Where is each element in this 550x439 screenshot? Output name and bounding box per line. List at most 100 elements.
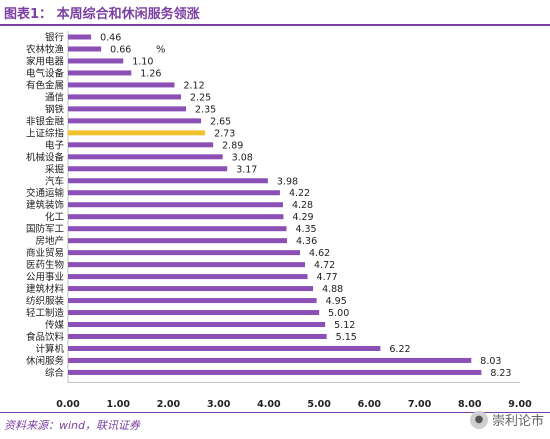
value-label: 4.29 <box>292 212 313 223</box>
source-divider <box>0 412 550 413</box>
value-label: 0.46 <box>100 33 121 44</box>
value-label: 1.10 <box>132 56 153 67</box>
bar <box>68 214 284 220</box>
bar <box>68 82 175 88</box>
bar <box>68 70 132 76</box>
value-label: 4.72 <box>314 260 335 271</box>
bar-highlight <box>68 130 206 136</box>
x-tick-label: 5.00 <box>307 399 331 410</box>
value-label: 5.00 <box>328 308 349 319</box>
category-label: 电子 <box>45 139 65 151</box>
bar <box>68 298 317 304</box>
category-label: 上证综指 <box>26 127 65 139</box>
category-label: 传媒 <box>45 319 65 331</box>
category-label: 家用电器 <box>26 55 65 67</box>
unit-label: % <box>156 44 166 55</box>
category-label: 计算机 <box>35 343 64 355</box>
category-label: 交通运输 <box>26 187 65 199</box>
value-label: 4.22 <box>289 188 310 199</box>
value-label: 8.23 <box>490 368 511 379</box>
bar <box>68 46 102 52</box>
category-label: 综合 <box>45 367 65 379</box>
value-label: 0.66 <box>110 44 131 55</box>
x-tick-label: 2.00 <box>157 399 181 410</box>
bar <box>68 154 223 160</box>
watermark: ● 崇利论市 <box>469 410 544 429</box>
category-label: 电气设备 <box>26 67 65 79</box>
x-tick-label: 3.00 <box>207 399 231 410</box>
value-label: 6.22 <box>389 344 410 355</box>
x-tick-label: 9.00 <box>508 399 532 410</box>
bar <box>68 142 214 148</box>
value-label: 4.77 <box>317 272 338 283</box>
x-tick-label: 1.00 <box>106 399 130 410</box>
value-label: 5.12 <box>334 320 355 331</box>
value-label: 4.35 <box>295 224 316 235</box>
value-label: 5.15 <box>336 332 357 343</box>
bar <box>68 310 320 316</box>
category-label: 机械设备 <box>26 151 65 163</box>
value-label: 2.73 <box>214 128 235 139</box>
x-tick-label: 4.00 <box>257 399 281 410</box>
bar <box>68 166 228 172</box>
category-label: 商业贸易 <box>26 247 64 259</box>
category-label: 建筑材料 <box>26 283 65 295</box>
value-label: 3.98 <box>277 176 298 187</box>
value-label: 2.25 <box>190 92 211 103</box>
category-label: 医药生物 <box>26 259 65 271</box>
category-label: 轻工制造 <box>26 307 65 319</box>
bar <box>68 34 92 40</box>
bar <box>68 345 381 351</box>
x-tick-label: 6.00 <box>358 399 382 410</box>
bar <box>68 357 472 363</box>
x-tick-label: 8.00 <box>458 399 482 410</box>
category-label: 汽车 <box>45 175 64 187</box>
bar <box>68 226 287 232</box>
value-label: 4.62 <box>309 248 330 259</box>
bar <box>68 190 280 196</box>
value-label: 2.89 <box>222 140 243 151</box>
bar <box>68 286 314 292</box>
x-tick-label: 0.00 <box>56 399 80 410</box>
category-label: 国防军工 <box>26 223 65 235</box>
value-label: 4.28 <box>292 200 313 211</box>
chart-title: 图表1： 本周综合和休闲服务领涨 <box>4 7 200 22</box>
category-label: 有色金属 <box>26 79 64 91</box>
value-label: 4.36 <box>296 236 317 247</box>
bar <box>68 178 268 184</box>
value-label: 2.35 <box>195 104 216 115</box>
category-label: 钢铁 <box>45 103 65 115</box>
bar <box>68 58 124 64</box>
bar <box>68 106 187 112</box>
bar <box>68 118 202 124</box>
bar <box>68 369 482 375</box>
category-label: 农林牧渔 <box>26 43 65 55</box>
wechat-icon: ● <box>469 410 488 429</box>
category-label: 食品饮料 <box>26 331 65 343</box>
value-label: 3.17 <box>236 164 257 175</box>
watermark-text: 崇利论市 <box>491 414 544 429</box>
value-label: 3.08 <box>232 152 253 163</box>
value-label: 2.12 <box>183 80 204 91</box>
title-divider <box>0 24 550 26</box>
category-label: 纺织服装 <box>26 295 65 307</box>
x-tick-label: 7.00 <box>408 399 432 410</box>
bar <box>68 238 287 244</box>
category-label: 通信 <box>45 91 64 103</box>
bar <box>68 274 308 280</box>
category-label: 房地产 <box>35 235 64 247</box>
category-label: 银行 <box>45 32 65 44</box>
value-label: 1.26 <box>140 68 161 79</box>
value-label: 8.03 <box>480 356 501 367</box>
category-label: 采掘 <box>45 163 64 175</box>
bar <box>68 322 326 328</box>
category-label: 建筑装饰 <box>26 199 64 211</box>
value-label: 4.88 <box>322 284 343 295</box>
bar <box>68 202 283 208</box>
bar <box>68 262 306 268</box>
category-label: 休闲服务 <box>26 355 65 367</box>
category-label: 公用事业 <box>26 271 64 283</box>
bar <box>68 94 181 100</box>
value-label: 2.65 <box>210 116 231 127</box>
